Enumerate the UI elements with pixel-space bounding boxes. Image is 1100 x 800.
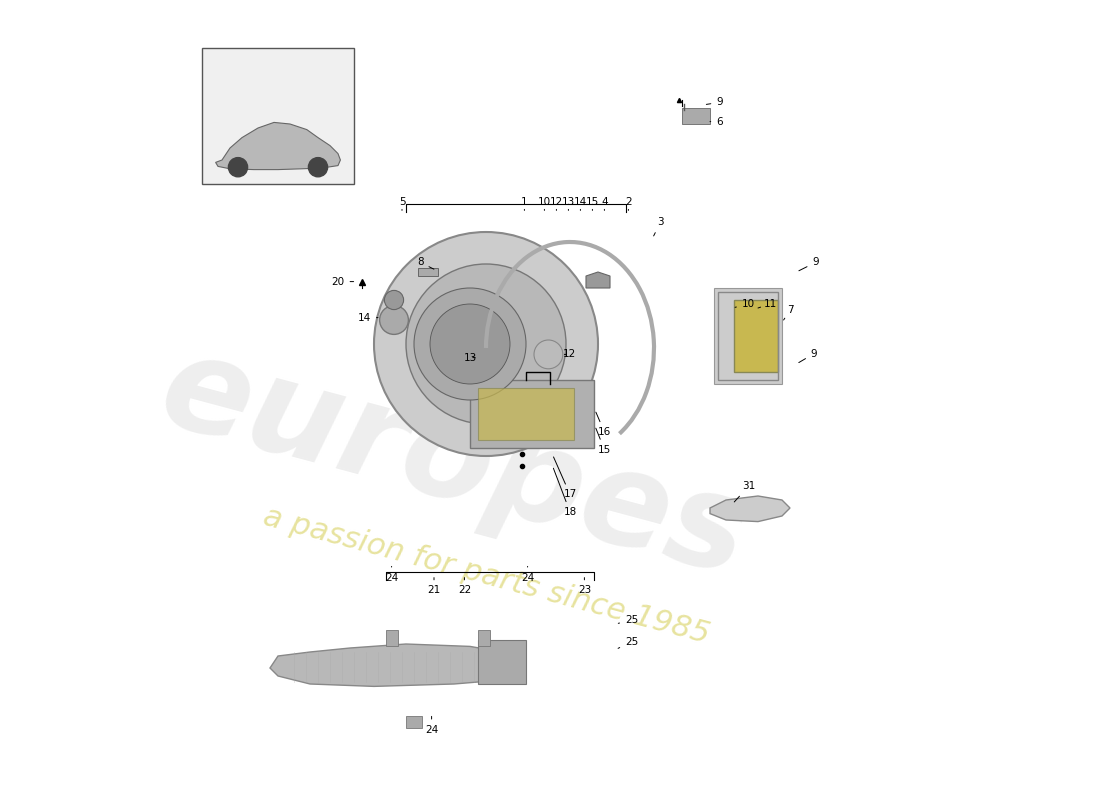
Text: 9: 9 [799, 349, 817, 362]
Circle shape [374, 232, 598, 456]
Text: 24: 24 [425, 716, 438, 734]
Bar [714, 288, 782, 384]
Bar [470, 380, 594, 448]
Bar [478, 640, 526, 684]
Bar [406, 716, 422, 728]
Bar [478, 388, 574, 440]
Text: 8: 8 [417, 258, 433, 269]
Bar [734, 300, 778, 372]
Text: 10: 10 [538, 197, 551, 210]
Text: 15: 15 [586, 197, 600, 210]
Bar [202, 48, 354, 184]
Text: 13: 13 [463, 353, 476, 362]
Bar [386, 630, 398, 646]
Text: 18: 18 [553, 468, 576, 517]
Text: 17: 17 [553, 457, 576, 499]
Text: 10: 10 [735, 299, 755, 309]
Polygon shape [270, 644, 518, 686]
Text: 31: 31 [735, 482, 755, 502]
Text: 11: 11 [758, 299, 777, 309]
Text: 16: 16 [596, 412, 611, 437]
Bar [718, 292, 778, 380]
Circle shape [308, 158, 328, 177]
Text: 7: 7 [783, 306, 793, 320]
Bar [478, 630, 490, 646]
Text: 15: 15 [596, 428, 611, 454]
Text: 14: 14 [574, 197, 587, 210]
Circle shape [430, 304, 510, 384]
Text: 24: 24 [385, 566, 398, 582]
Circle shape [384, 290, 404, 310]
Polygon shape [586, 272, 611, 288]
Text: 12: 12 [550, 197, 563, 210]
Circle shape [534, 340, 563, 369]
Text: 3: 3 [653, 218, 663, 236]
Text: 2: 2 [625, 197, 631, 210]
Text: 22: 22 [458, 578, 471, 595]
Circle shape [229, 158, 248, 177]
Text: 12: 12 [562, 350, 575, 359]
Text: 5: 5 [398, 197, 405, 210]
Text: 24: 24 [521, 566, 535, 582]
Text: a passion for parts since 1985: a passion for parts since 1985 [260, 502, 713, 650]
Text: 1: 1 [521, 197, 528, 210]
Text: 25: 25 [618, 615, 638, 625]
Circle shape [455, 347, 476, 368]
Text: 14: 14 [358, 313, 378, 322]
Circle shape [406, 264, 566, 424]
Polygon shape [418, 268, 438, 276]
Circle shape [379, 306, 408, 334]
Polygon shape [216, 122, 340, 170]
Text: 13: 13 [562, 197, 575, 210]
Circle shape [414, 288, 526, 400]
Text: 9: 9 [799, 258, 818, 270]
Text: 20: 20 [331, 277, 353, 286]
Polygon shape [710, 496, 790, 522]
Text: 21: 21 [428, 578, 441, 595]
Text: 4: 4 [601, 197, 607, 210]
Bar [682, 108, 710, 124]
Text: 9: 9 [706, 98, 723, 107]
Text: 6: 6 [710, 117, 723, 126]
Text: 23: 23 [578, 578, 591, 595]
Text: europes: europes [147, 325, 761, 603]
Text: 25: 25 [618, 637, 638, 648]
